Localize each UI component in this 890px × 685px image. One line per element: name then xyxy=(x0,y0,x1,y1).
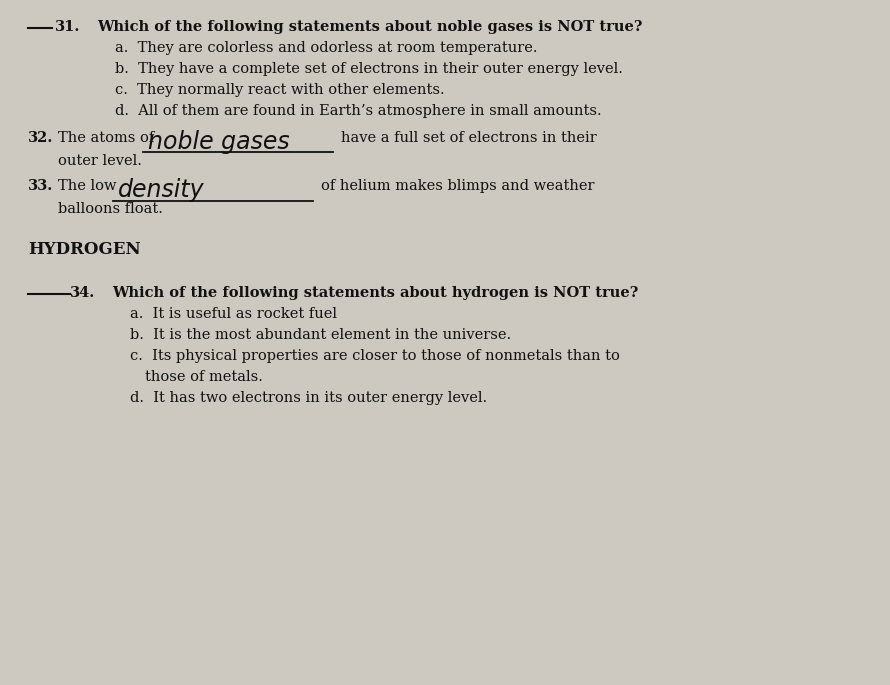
Text: c.  Its physical properties are closer to those of nonmetals than to: c. Its physical properties are closer to… xyxy=(130,349,619,363)
Text: have a full set of electrons in their: have a full set of electrons in their xyxy=(341,131,597,145)
Text: those of metals.: those of metals. xyxy=(145,370,263,384)
Text: b.  They have a complete set of electrons in their outer energy level.: b. They have a complete set of electrons… xyxy=(115,62,623,76)
Text: d.  All of them are found in Earth’s atmosphere in small amounts.: d. All of them are found in Earth’s atmo… xyxy=(115,104,602,118)
Text: of helium makes blimps and weather: of helium makes blimps and weather xyxy=(321,179,595,193)
Text: a.  They are colorless and odorless at room temperature.: a. They are colorless and odorless at ro… xyxy=(115,41,538,55)
Text: Which of the following statements about hydrogen is NOT true?: Which of the following statements about … xyxy=(112,286,638,300)
Text: a.  It is useful as rocket fuel: a. It is useful as rocket fuel xyxy=(130,307,337,321)
Text: density: density xyxy=(118,178,205,202)
Text: The low: The low xyxy=(58,179,117,193)
Text: noble gases: noble gases xyxy=(148,130,289,154)
Text: Which of the following statements about noble gases is NOT true?: Which of the following statements about … xyxy=(97,20,643,34)
Text: The atoms of: The atoms of xyxy=(58,131,154,145)
Text: 33.: 33. xyxy=(28,179,53,193)
Text: balloons float.: balloons float. xyxy=(58,202,163,216)
Text: 34.: 34. xyxy=(70,286,95,300)
Text: 32.: 32. xyxy=(28,131,53,145)
Text: HYDROGEN: HYDROGEN xyxy=(28,241,141,258)
Text: d.  It has two electrons in its outer energy level.: d. It has two electrons in its outer ene… xyxy=(130,391,487,405)
Text: c.  They normally react with other elements.: c. They normally react with other elemen… xyxy=(115,83,445,97)
Text: 31.: 31. xyxy=(55,20,80,34)
Text: b.  It is the most abundant element in the universe.: b. It is the most abundant element in th… xyxy=(130,328,511,342)
Text: outer level.: outer level. xyxy=(58,154,142,168)
